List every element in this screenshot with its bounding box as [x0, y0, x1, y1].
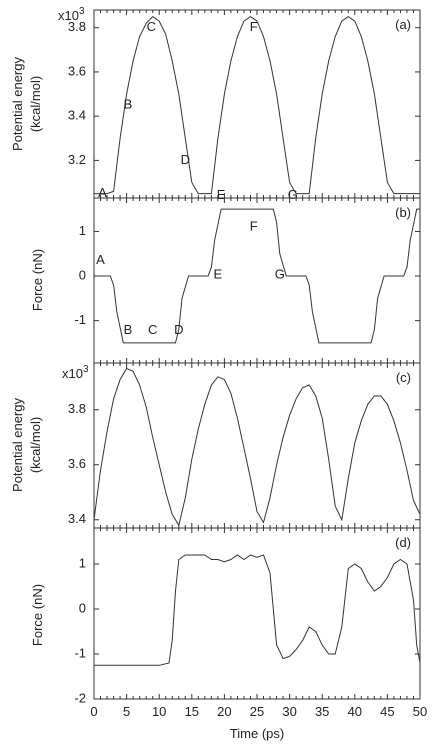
point-label-a: A: [98, 185, 107, 200]
panel-d-ytick-labels: -2 -1 0 1: [74, 555, 86, 705]
panel-d: -2 -1 0 1 0 5 10 15 20 25 30 35 40 45 50…: [30, 527, 427, 741]
ytick-label: -1: [74, 312, 86, 327]
point-label-e: E: [217, 187, 226, 202]
ytick-label: 3.6: [68, 456, 86, 471]
panel-a-ylabel-line2: (kcal/mol): [28, 76, 43, 132]
ytick-label: -2: [74, 690, 86, 705]
panel-a-multiplier: x103: [58, 6, 85, 23]
ytick-label: 3.8: [68, 401, 86, 416]
panel-c-ytick-labels: 3.4 3.6 3.8: [68, 401, 86, 526]
xtick-label: 35: [315, 704, 329, 719]
panel-a-annotations: A B C D E F G: [98, 19, 298, 202]
panel-d-series-line: [94, 554, 421, 666]
panel-d-xtick-labels: 0 5 10 15 20 25 30 35 40 45 50: [90, 704, 427, 719]
xtick-label: 20: [217, 704, 231, 719]
panel-c: 3.4 3.6 3.8 x103 (c) Potential energy (k…: [10, 362, 421, 529]
ytick-label: 3.6: [68, 63, 86, 78]
panel-c-ylabel-line1: Potential energy: [10, 398, 25, 492]
ytick-label: 3.8: [68, 19, 86, 34]
panel-b: -1 0 1 (b) Force (nN) A B C D E F G: [30, 197, 421, 364]
xtick-label: 25: [250, 704, 264, 719]
xtick-label: 15: [185, 704, 199, 719]
panel-c-label: (c): [396, 370, 411, 385]
panel-a: 3.2 3.4 3.6 3.8 x103 (a) Potential energ…: [10, 6, 421, 202]
panel-a-series-line: [94, 15, 420, 195]
xtick-label: 5: [123, 704, 130, 719]
point-label-a: A: [96, 252, 105, 267]
panel-c-multiplier: x103: [62, 364, 89, 381]
ytick-label: 1: [79, 223, 86, 238]
panel-c-ticks: [93, 363, 421, 528]
panel-a-ylabel-line1: Potential energy: [10, 57, 25, 151]
panel-d-ylabel: Force (nN): [30, 584, 45, 646]
panel-b-series-line: [94, 208, 420, 344]
ytick-label: 3.4: [68, 511, 86, 526]
xtick-label: 40: [348, 704, 362, 719]
point-label-g: G: [275, 267, 285, 282]
xtick-label: 50: [413, 704, 427, 719]
point-label-d: D: [174, 322, 183, 337]
point-label-g: G: [288, 187, 298, 202]
panel-d-label: (d): [395, 535, 411, 550]
panel-b-label: (b): [395, 205, 411, 220]
panel-c-frame: [93, 362, 421, 529]
point-label-f: F: [250, 19, 258, 34]
point-label-f: F: [250, 218, 258, 233]
ytick-label: 3.2: [68, 152, 86, 167]
ytick-label: 1: [79, 555, 86, 570]
ytick-label: 3.4: [68, 108, 86, 123]
xtick-label: 10: [152, 704, 166, 719]
panel-c-series-line: [93, 367, 421, 527]
panel-c-ylabel-line2: (kcal/mol): [28, 417, 43, 473]
xtick-label: 45: [380, 704, 394, 719]
point-label-d: D: [181, 152, 190, 167]
panel-a-label: (a): [395, 17, 411, 32]
panel-a-frame: [93, 9, 421, 199]
point-label-b: B: [124, 322, 133, 337]
panel-d-ticks: [93, 528, 421, 700]
panel-b-annotations: A B C D E F G: [96, 218, 285, 336]
panel-b-ylabel: Force (nN): [30, 249, 45, 311]
panel-a-ytick-labels: 3.2 3.4 3.6 3.8: [68, 19, 86, 167]
xtick-label: 0: [90, 704, 97, 719]
point-label-b: B: [124, 97, 133, 112]
point-label-c: C: [148, 322, 157, 337]
panel-a-ticks: [93, 10, 421, 198]
xtick-label: 30: [282, 704, 296, 719]
ytick-label: 0: [79, 267, 86, 282]
point-label-c: C: [147, 19, 156, 34]
panel-d-xlabel: Time (ps): [230, 726, 284, 741]
ytick-label: 0: [79, 600, 86, 615]
panel-d-frame: [93, 527, 421, 700]
point-label-e: E: [214, 267, 223, 282]
ytick-label: -1: [74, 645, 86, 660]
panel-b-ytick-labels: -1 0 1: [74, 223, 86, 327]
